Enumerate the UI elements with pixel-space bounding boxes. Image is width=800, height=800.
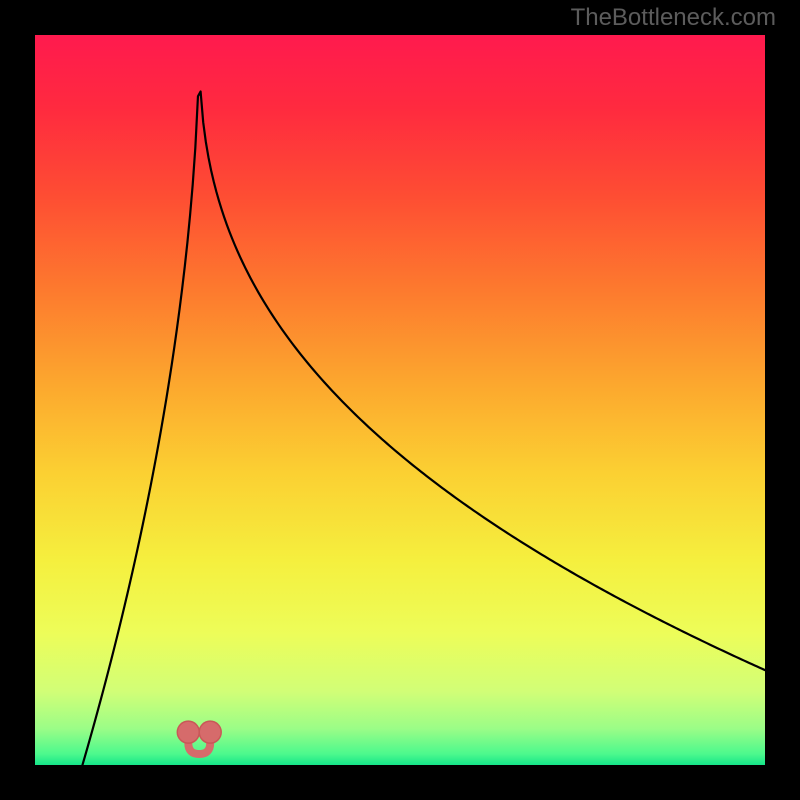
- plot-svg: [35, 35, 765, 765]
- trough-marker-1: [199, 721, 221, 743]
- watermark-text: TheBottleneck.com: [571, 4, 776, 32]
- chart-frame: TheBottleneck.com: [0, 0, 800, 800]
- plot-area: [35, 35, 765, 765]
- gradient-background: [35, 35, 765, 765]
- trough-marker-0: [177, 721, 199, 743]
